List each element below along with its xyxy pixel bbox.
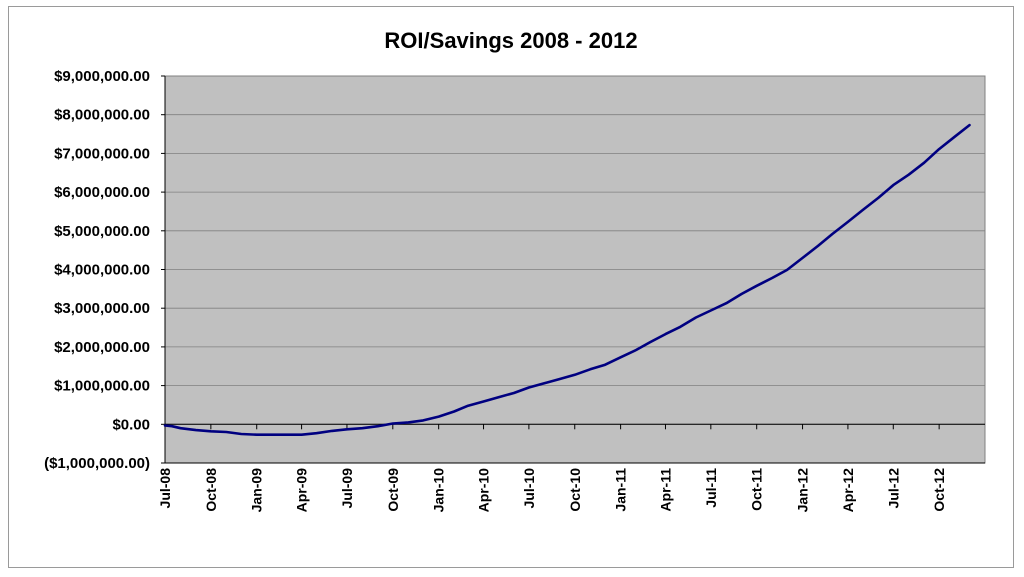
x-tick-label: Oct-08	[203, 468, 219, 512]
series-group	[163, 123, 971, 437]
x-tick-label: Jul-12	[885, 468, 901, 509]
x-tick-label: Apr-10	[476, 468, 492, 513]
y-tick-label: $0.00	[112, 416, 150, 433]
series-line	[163, 123, 971, 437]
x-tick-label: Oct-12	[931, 468, 947, 512]
y-axis: $9,000,000.00 $8,000,000.00 $7,000,000.00 $…	[44, 68, 166, 472]
x-tick-label: Oct-09	[385, 468, 401, 512]
y-tick-label: $4,000,000.00	[54, 262, 150, 279]
y-tick-label: $5,000,000.00	[54, 223, 150, 240]
y-tick-label: $2,000,000.00	[54, 339, 150, 356]
x-tick-label: Apr-09	[294, 468, 310, 513]
x-tick-label: Jul-10	[521, 468, 537, 509]
x-tick-label: Apr-12	[840, 468, 856, 513]
x-tick-label: Jan-09	[249, 468, 265, 513]
x-tick-label: Jul-08	[157, 468, 173, 509]
x-tick-label: Jan-10	[431, 468, 447, 513]
x-tick-label: Jul-09	[339, 468, 355, 509]
x-tick-label: Apr-11	[657, 468, 673, 512]
y-tick-label: $9,000,000.00	[54, 68, 150, 85]
y-tick-label: $8,000,000.00	[54, 107, 150, 124]
y-tick-label: $7,000,000.00	[54, 145, 150, 162]
y-tick-label: $1,000,000.00	[54, 378, 150, 395]
y-tick-label: $3,000,000.00	[54, 300, 150, 317]
x-tick-label: Jan-12	[795, 468, 811, 513]
x-tick-label: Jul-11	[703, 468, 719, 508]
x-tick-label: Jan-11	[613, 468, 629, 512]
y-tick-label: ($1,000,000.00)	[44, 455, 150, 472]
y-tick-label: $6,000,000.00	[54, 184, 150, 201]
x-axis: Jul-08 Oct-08 Jan-09 Apr-09 Jul-09 Oct-09 Jan-…	[157, 423, 985, 513]
chart-title: ROI/Savings 2008 - 2012	[384, 28, 637, 53]
x-tick-label: Oct-10	[567, 468, 583, 512]
x-tick-label: Oct-11	[749, 468, 765, 511]
